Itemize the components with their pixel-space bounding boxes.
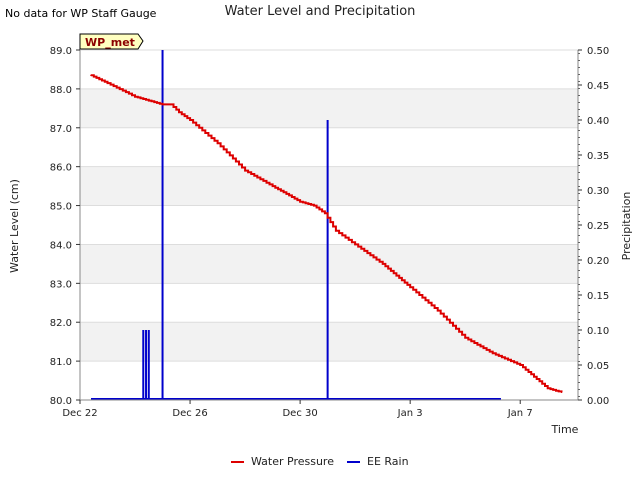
legend: Water Pressure EE Rain	[231, 455, 409, 468]
tick-label: 0.45	[587, 81, 609, 92]
shaded-band	[80, 244, 578, 284]
right-axis-ticks: 0.00 0.05 0.10 0.15 0.20 0.25 0.30 0.35 0.40 0.45…	[578, 46, 609, 407]
tick-label: 0.05	[587, 361, 609, 372]
x-axis-ticks: Dec 22 Dec 26 Dec 30 Jan 3 Jan 7	[62, 400, 533, 419]
water-point	[464, 336, 466, 339]
shaded-band	[80, 166, 578, 206]
water-point	[381, 263, 384, 265]
badge-label: WP_met	[85, 36, 135, 49]
water-point	[324, 212, 326, 215]
water-point	[106, 82, 109, 84]
water-point	[285, 193, 288, 195]
water-point	[169, 103, 172, 106]
left-axis-ticks: 80.0 81.0 82.0 83.0 84.0 85.0 86.0 87.0 88.0 89.0	[50, 46, 80, 407]
tick-label: 0.00	[587, 396, 609, 407]
water-point	[216, 142, 219, 145]
water-point	[90, 74, 92, 77]
water-point	[134, 95, 136, 98]
tick-label: Dec 30	[282, 408, 317, 419]
water-point	[335, 230, 337, 232]
tick-label: 83.0	[50, 279, 72, 290]
shaded-band	[80, 88, 578, 128]
water-point	[533, 375, 535, 378]
water-point	[244, 169, 246, 172]
tick-label: 0.10	[587, 326, 609, 337]
chart-title: Water Level and Precipitation	[225, 4, 416, 19]
water-point	[178, 111, 180, 114]
water-point	[299, 200, 301, 203]
no-data-notice: No data for WP Staff Gauge	[5, 7, 157, 20]
water-point	[354, 243, 356, 246]
water-point	[313, 204, 315, 207]
tick-label: Jan 3	[397, 408, 423, 419]
water-point	[161, 103, 164, 106]
tick-label: 0.40	[587, 116, 609, 127]
legend-water-label: Water Pressure	[251, 455, 334, 468]
water-point	[491, 352, 494, 355]
tick-label: Dec 22	[62, 408, 97, 419]
water-point	[189, 119, 191, 121]
tick-label: 0.15	[587, 291, 609, 302]
water-point	[395, 274, 398, 277]
tick-label: Jan 7	[507, 408, 533, 419]
tick-label: 86.0	[50, 163, 72, 174]
tick-label: 81.0	[50, 357, 72, 368]
water-point	[147, 99, 150, 102]
water-point	[271, 185, 274, 187]
tick-label: 87.0	[50, 124, 72, 135]
water-point	[436, 309, 439, 312]
tick-label: 0.20	[587, 256, 609, 267]
legend-rain-label: EE Rain	[367, 455, 409, 468]
tick-label: 84.0	[50, 240, 72, 251]
tick-label: 0.30	[587, 186, 609, 197]
tick-label: 80.0	[50, 396, 72, 407]
badge-shape	[79, 33, 144, 50]
water-point	[546, 387, 549, 390]
water-point	[409, 286, 411, 289]
shaded-band	[80, 322, 578, 362]
tick-label: 89.0	[50, 46, 72, 57]
tick-label: 88.0	[50, 85, 72, 96]
y-axis-right-label: Precipitation	[620, 192, 633, 261]
water-series	[90, 74, 563, 394]
rain-series	[91, 50, 501, 400]
water-point	[560, 391, 563, 394]
tick-label: 82.0	[50, 318, 72, 329]
tick-label: 0.50	[587, 46, 609, 57]
water-point	[519, 364, 522, 366]
tick-label: Dec 26	[172, 408, 207, 419]
wp-met-badge: WP_met	[79, 33, 144, 50]
tick-label: 0.35	[587, 151, 609, 162]
tick-label: 0.25	[587, 221, 609, 232]
x-axis-label: Time	[551, 423, 579, 436]
y-axis-left-label: Water Level (cm)	[8, 179, 21, 273]
tick-label: 85.0	[50, 202, 72, 213]
